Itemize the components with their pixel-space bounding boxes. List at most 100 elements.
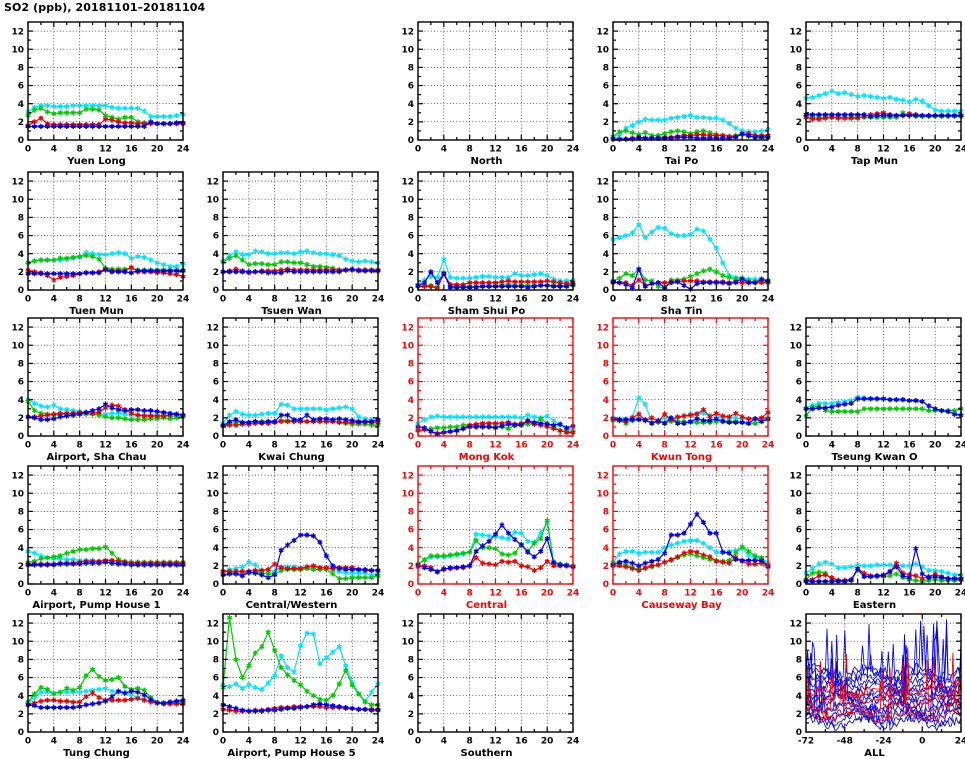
axis-tick-label: 24: [372, 295, 385, 305]
axis-tick-label: 6: [18, 378, 24, 388]
series-green: [803, 403, 964, 419]
panel-label: Tai Po: [664, 156, 699, 167]
axis-tick-label: 12: [596, 177, 609, 187]
axis-tick-label: 12: [401, 27, 414, 37]
axis-tick-label: 10: [789, 45, 802, 55]
axis-tick-label: 24: [177, 295, 190, 305]
plot-frame: [222, 613, 379, 733]
axis-tick-label: 24: [762, 441, 775, 451]
axis-tick-label: 12: [596, 471, 609, 481]
axis-tick-label: 12: [789, 619, 802, 629]
axis-tick-label: 16: [903, 589, 916, 599]
axis-tick-label: 2: [796, 562, 802, 572]
axis-tick-label: 4: [441, 295, 447, 305]
axis-tick-label: 8: [603, 360, 609, 370]
axis-tick-label: 16: [125, 441, 138, 451]
series-cyan: [803, 559, 964, 578]
panel-causeway-bay: 0 2 4 6 8 10 12 0 4 8 12 16 20 24 Causeway Bay: [587, 458, 776, 611]
axis-tick-label: 12: [206, 619, 219, 629]
axis-tick-label: 4: [213, 544, 219, 554]
axis-tick-label: 2: [408, 562, 414, 572]
plot-data-series: [220, 401, 381, 429]
axis-tick-label: 12: [401, 323, 414, 333]
axis-tick-label: 0: [408, 728, 414, 738]
axis-tick-label: 0: [603, 432, 609, 442]
axis-tick-label: 2: [18, 268, 24, 278]
axis-tick-label: 4: [636, 589, 642, 599]
axis-tick-label: 6: [408, 378, 414, 388]
axis-tick-label: 6: [18, 526, 24, 536]
panel-airport-pump-house-1: 0 2 4 6 8 10 12 0 4 8 12 16 20 24 Airport, Pump House …: [2, 458, 191, 611]
axis-tick-label: 0: [18, 286, 24, 296]
axis-tick-label: 24: [955, 589, 965, 599]
axis-tick-label: 10: [11, 195, 24, 205]
axis-tick-label: 2: [213, 710, 219, 720]
axis-tick-label: 8: [796, 64, 802, 74]
axis-tick-label: 0: [220, 589, 226, 599]
axis-tick-label: 6: [603, 526, 609, 536]
axis-tick-label: 12: [401, 619, 414, 629]
axis-tick-label: 12: [294, 589, 307, 599]
axis-tick-label: 16: [125, 589, 138, 599]
panel-label: Southern: [460, 748, 513, 759]
axis-tick-label: 10: [401, 341, 414, 351]
axis-tick-label: 8: [662, 295, 668, 305]
panel-tsuen-wan: 0 2 4 6 8 10 12 0 4 8 12 16 20 24 Tsuen Wan: [197, 164, 386, 317]
axis-tick-label: 8: [272, 737, 278, 747]
axis-tick-label: 4: [829, 441, 835, 451]
panel-label: Tuen Mun: [69, 306, 124, 317]
plot-gridlines: [806, 22, 961, 140]
panel-label: Causeway Bay: [641, 600, 722, 611]
plot-data-series: [803, 394, 964, 419]
axis-tick-label: 0: [220, 441, 226, 451]
plot-frame: [27, 21, 184, 141]
axis-tick-label: 8: [213, 656, 219, 666]
panel-label: Yuen Long: [67, 156, 126, 167]
axis-tick-label: 10: [11, 637, 24, 647]
axis-tick-label: 4: [246, 441, 252, 451]
axis-tick-label: 8: [77, 589, 83, 599]
panel-eastern: 0 2 4 6 8 10 12 0 4 8 12 16 20 24 Eastern: [780, 458, 965, 611]
axis-tick-label: 10: [596, 195, 609, 205]
axis-tick-label: 12: [489, 589, 502, 599]
plot-gridlines: [223, 614, 378, 732]
axis-tick-label: 8: [662, 145, 668, 155]
axis-tick-label: 10: [789, 637, 802, 647]
axis-tick-label: 4: [408, 250, 414, 260]
axis-tick-label: 20: [541, 295, 554, 305]
axis-tick-label: 4: [18, 396, 24, 406]
axis-tick-label: 0: [213, 432, 219, 442]
panel-kwai-chung: 0 2 4 6 8 10 12 0 4 8 12 16 20 24 Kwai Chung: [197, 310, 386, 463]
axis-tick-label: 4: [213, 396, 219, 406]
axis-tick-label: 8: [18, 360, 24, 370]
axis-tick-label: 8: [77, 737, 83, 747]
axis-tick-label: 24: [567, 441, 580, 451]
axis-tick-label: 24: [567, 589, 580, 599]
series-all-overlay: [805, 619, 962, 732]
axis-tick-label: 24: [762, 589, 775, 599]
axis-tick-label: -72: [798, 737, 814, 747]
axis-tick-label: 12: [877, 589, 890, 599]
axis-tick-label: 8: [18, 508, 24, 518]
axis-tick-label: 20: [151, 589, 164, 599]
panel-airport-sha-chau: 0 2 4 6 8 10 12 0 4 8 12 16 20 24 Airport, Sha Chau: [2, 310, 191, 463]
series-blue: [25, 559, 186, 568]
axis-tick-label: 4: [408, 544, 414, 554]
axis-tick-label: 16: [515, 737, 528, 747]
axis-tick-label: 8: [18, 64, 24, 74]
plot-data-series: [803, 546, 964, 584]
axis-tick-label: 0: [18, 580, 24, 590]
axis-tick-label: 16: [320, 737, 333, 747]
axis-tick-label: 0: [415, 441, 421, 451]
plot-data-series: [610, 511, 771, 573]
axis-tick-label: 2: [18, 414, 24, 424]
series-cyan: [803, 88, 964, 114]
axis-tick-label: 12: [11, 177, 24, 187]
axis-tick-label: -48: [837, 737, 853, 747]
axis-tick-label: 8: [18, 656, 24, 666]
axis-tick-label: 6: [603, 232, 609, 242]
axis-tick-label: 2: [213, 414, 219, 424]
axis-tick-label: 4: [18, 250, 24, 260]
axis-tick-label: 4: [636, 295, 642, 305]
